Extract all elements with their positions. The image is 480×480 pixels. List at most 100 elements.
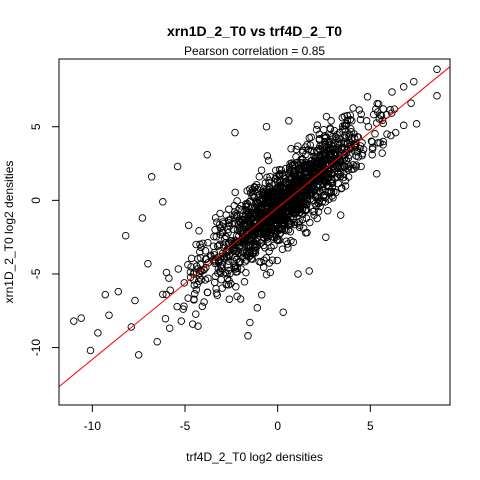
data-point	[243, 187, 251, 195]
data-point	[311, 154, 320, 162]
y-tick-label: 0	[29, 197, 43, 204]
data-point	[305, 160, 314, 168]
data-point	[286, 227, 295, 236]
data-point	[253, 304, 262, 312]
data-point	[329, 145, 337, 154]
data-point	[301, 175, 310, 184]
data-point	[86, 346, 95, 355]
data-point	[319, 167, 328, 176]
data-point	[325, 145, 333, 153]
x-tick-label: 5	[367, 419, 374, 433]
data-point	[288, 193, 297, 201]
data-point	[70, 317, 78, 325]
data-point	[391, 128, 400, 137]
data-point	[318, 142, 326, 150]
data-point	[231, 188, 239, 197]
x-tick-label: 0	[274, 419, 281, 433]
data-point	[302, 160, 310, 169]
data-point	[211, 214, 220, 222]
data-point	[247, 208, 255, 216]
data-point	[275, 236, 284, 244]
data-point	[322, 233, 330, 241]
data-point	[215, 241, 223, 250]
data-point	[313, 214, 321, 223]
data-point	[279, 199, 287, 207]
data-point	[378, 149, 386, 157]
data-point	[250, 183, 259, 191]
data-point	[231, 208, 239, 216]
data-point	[255, 257, 263, 266]
data-point	[212, 289, 221, 297]
data-point	[271, 197, 280, 205]
data-point	[333, 155, 341, 163]
data-point	[325, 195, 333, 203]
data-point	[263, 189, 272, 198]
data-point	[239, 248, 247, 257]
data-point	[337, 145, 345, 153]
data-point	[271, 210, 280, 218]
data-point	[230, 240, 239, 248]
data-point	[278, 245, 287, 253]
data-point	[200, 298, 208, 306]
data-point	[193, 280, 201, 289]
data-point	[260, 189, 268, 198]
data-point	[184, 221, 193, 230]
data-point	[326, 124, 334, 132]
data-point	[131, 296, 139, 305]
data-point	[290, 218, 299, 227]
data-point	[255, 172, 264, 181]
data-point	[363, 93, 372, 101]
data-point	[243, 199, 252, 208]
data-point	[194, 264, 203, 273]
data-point	[222, 232, 230, 241]
data-point	[165, 324, 174, 332]
data-point	[216, 255, 224, 263]
data-point	[399, 83, 408, 91]
data-point	[174, 265, 183, 273]
data-point	[306, 141, 315, 149]
data-point	[321, 193, 330, 202]
data-point	[223, 261, 232, 269]
data-point	[275, 165, 284, 174]
data-point	[433, 92, 441, 100]
data-point	[114, 287, 123, 296]
data-point	[245, 197, 254, 206]
data-point	[333, 173, 341, 181]
data-point	[345, 132, 353, 140]
data-point	[214, 269, 222, 277]
data-point	[261, 243, 269, 252]
data-point	[266, 268, 275, 277]
data-point	[294, 142, 302, 150]
data-point	[296, 171, 305, 179]
data-point	[298, 205, 307, 213]
data-point	[196, 274, 204, 282]
data-point	[161, 314, 170, 323]
data-point	[186, 268, 195, 276]
data-point	[289, 238, 298, 246]
data-point	[344, 144, 353, 153]
data-point	[244, 332, 252, 340]
data-point	[344, 173, 353, 181]
data-point	[296, 199, 305, 208]
data-point	[284, 244, 292, 252]
data-point	[310, 207, 318, 215]
data-point	[308, 146, 316, 154]
data-point	[296, 165, 305, 173]
data-point	[358, 149, 367, 158]
data-point	[257, 224, 265, 232]
data-point	[162, 268, 171, 277]
data-point	[101, 290, 110, 299]
x-axis-label: trf4D_2_T0 log2 densities	[186, 450, 323, 464]
data-point	[166, 286, 174, 294]
data-point	[285, 166, 294, 174]
data-point	[333, 162, 341, 171]
data-point	[159, 198, 167, 206]
data-point	[346, 139, 355, 147]
data-point	[225, 295, 234, 303]
data-point	[268, 232, 277, 241]
data-point	[324, 173, 333, 181]
data-point	[299, 184, 308, 192]
data-point	[242, 230, 251, 238]
data-point	[292, 197, 301, 205]
